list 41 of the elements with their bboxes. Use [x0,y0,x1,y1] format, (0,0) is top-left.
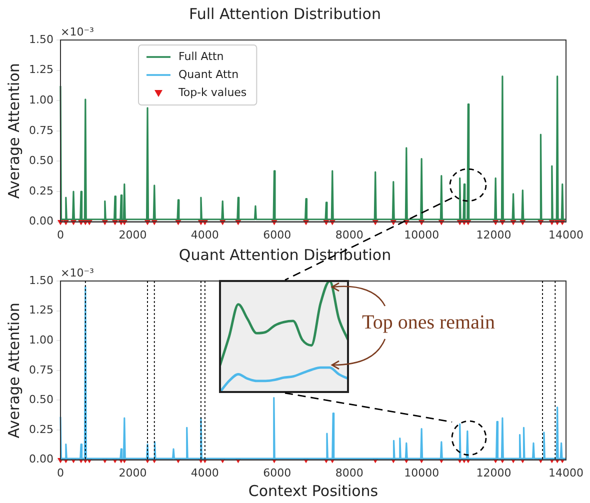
y-tick-label: 1.50 [28,274,54,287]
x-tick-label: 2000 [118,228,147,242]
y-tick-label: 0.50 [28,393,54,406]
x-tick-label: 8000 [335,228,364,242]
x-tick-label: 4000 [190,466,219,480]
y-tick-label: 1.50 [28,32,54,46]
text: ×10⁻³ [60,266,94,280]
chart-title: Quant Attention Distribution [178,246,392,264]
x-tick-label: 10000 [404,228,440,242]
y-tick-label: 1.25 [28,304,54,317]
legend-label: Full Attn [178,50,224,63]
x-tick-label: 12000 [476,466,512,480]
x-axis-title: Context Positions [248,482,378,500]
y-tick-label: 0.25 [28,422,54,436]
x-tick-label: 10000 [404,466,440,480]
y-tick-label: 0.50 [28,154,54,168]
annotation: Top ones remain [362,311,496,334]
x-tick-label: 14000 [548,228,584,242]
y-tick-label: 0.00 [28,214,54,228]
x-tick-label: 8000 [335,466,364,480]
y-tick-label: 1.25 [28,63,54,76]
text: Quant Attn [178,68,239,81]
text: ×10⁻³ [60,25,94,38]
x-tick-label: 14000 [548,466,584,480]
y-axis-title: Average Attention [4,302,23,438]
x-tick-label: 0 [56,466,64,480]
y-tick-label: 0.25 [28,184,54,198]
x-tick-label: 6000 [263,466,292,480]
x-tick-label: 4000 [190,228,219,242]
y-tick-label: 0.75 [28,363,54,376]
x-tick-label: 6000 [263,228,292,242]
x-tick-label: 2000 [118,466,147,480]
chart-title: Full Attention Distribution [189,4,381,23]
x-tick-label: 12000 [476,228,512,242]
x-tick-label: 0 [56,228,64,242]
y-tick-label: 0.75 [28,124,54,137]
y-axis-title: Average Attention [4,63,23,199]
y-tick-label: 1.00 [28,333,54,346]
y-tick-label: 0.00 [28,452,54,466]
y-tick-label: 1.00 [28,93,54,106]
legend-label: Top-k values [177,86,247,99]
